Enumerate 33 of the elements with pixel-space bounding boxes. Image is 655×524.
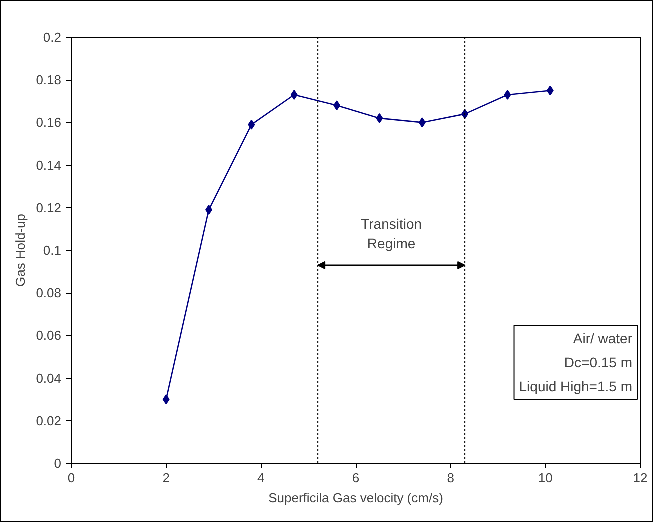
- annotation: Liquid High=1.5 m: [519, 378, 633, 395]
- y-tick-label: 0.18: [36, 72, 62, 88]
- x-tick-label: 12: [633, 470, 648, 486]
- annotation: Transition Regime: [361, 216, 422, 252]
- y-tick-label: 0.12: [36, 200, 62, 216]
- point: [376, 113, 384, 124]
- x-tick-label: 8: [447, 470, 454, 486]
- y-tick-label: 0.06: [36, 328, 62, 344]
- annotation: Air/ water: [573, 330, 633, 347]
- point: [546, 86, 554, 96]
- x-axis-title: Superficila Gas velocity (cm/s): [268, 490, 444, 506]
- x-tick-label: 2: [162, 470, 170, 486]
- y-tick-label: 0.1: [43, 243, 62, 258]
- point: [162, 394, 170, 405]
- x-tick-label: 0: [68, 470, 76, 486]
- y-tick-label: 0.02: [36, 413, 62, 428]
- y-axis-title: Gas Hold-up: [13, 214, 28, 287]
- point: [248, 120, 256, 130]
- y-tick-label: 0.04: [36, 370, 62, 386]
- y-tick-label: 0: [54, 456, 62, 471]
- annotation: Dc=0.15 m: [564, 354, 633, 371]
- x-tick-label: 6: [352, 470, 360, 486]
- y-tick-label: 0.14: [36, 158, 62, 173]
- point: [418, 118, 426, 128]
- y-tick-label: 0.16: [36, 115, 62, 130]
- point: [334, 100, 341, 111]
- point: [206, 205, 213, 216]
- point: [504, 90, 512, 100]
- x-tick-label: 4: [258, 470, 265, 486]
- y-tick-label: 0.08: [36, 286, 62, 301]
- x-tick-label: 10: [538, 470, 553, 486]
- y-tick-label: 0.2: [43, 30, 62, 45]
- point: [290, 90, 298, 100]
